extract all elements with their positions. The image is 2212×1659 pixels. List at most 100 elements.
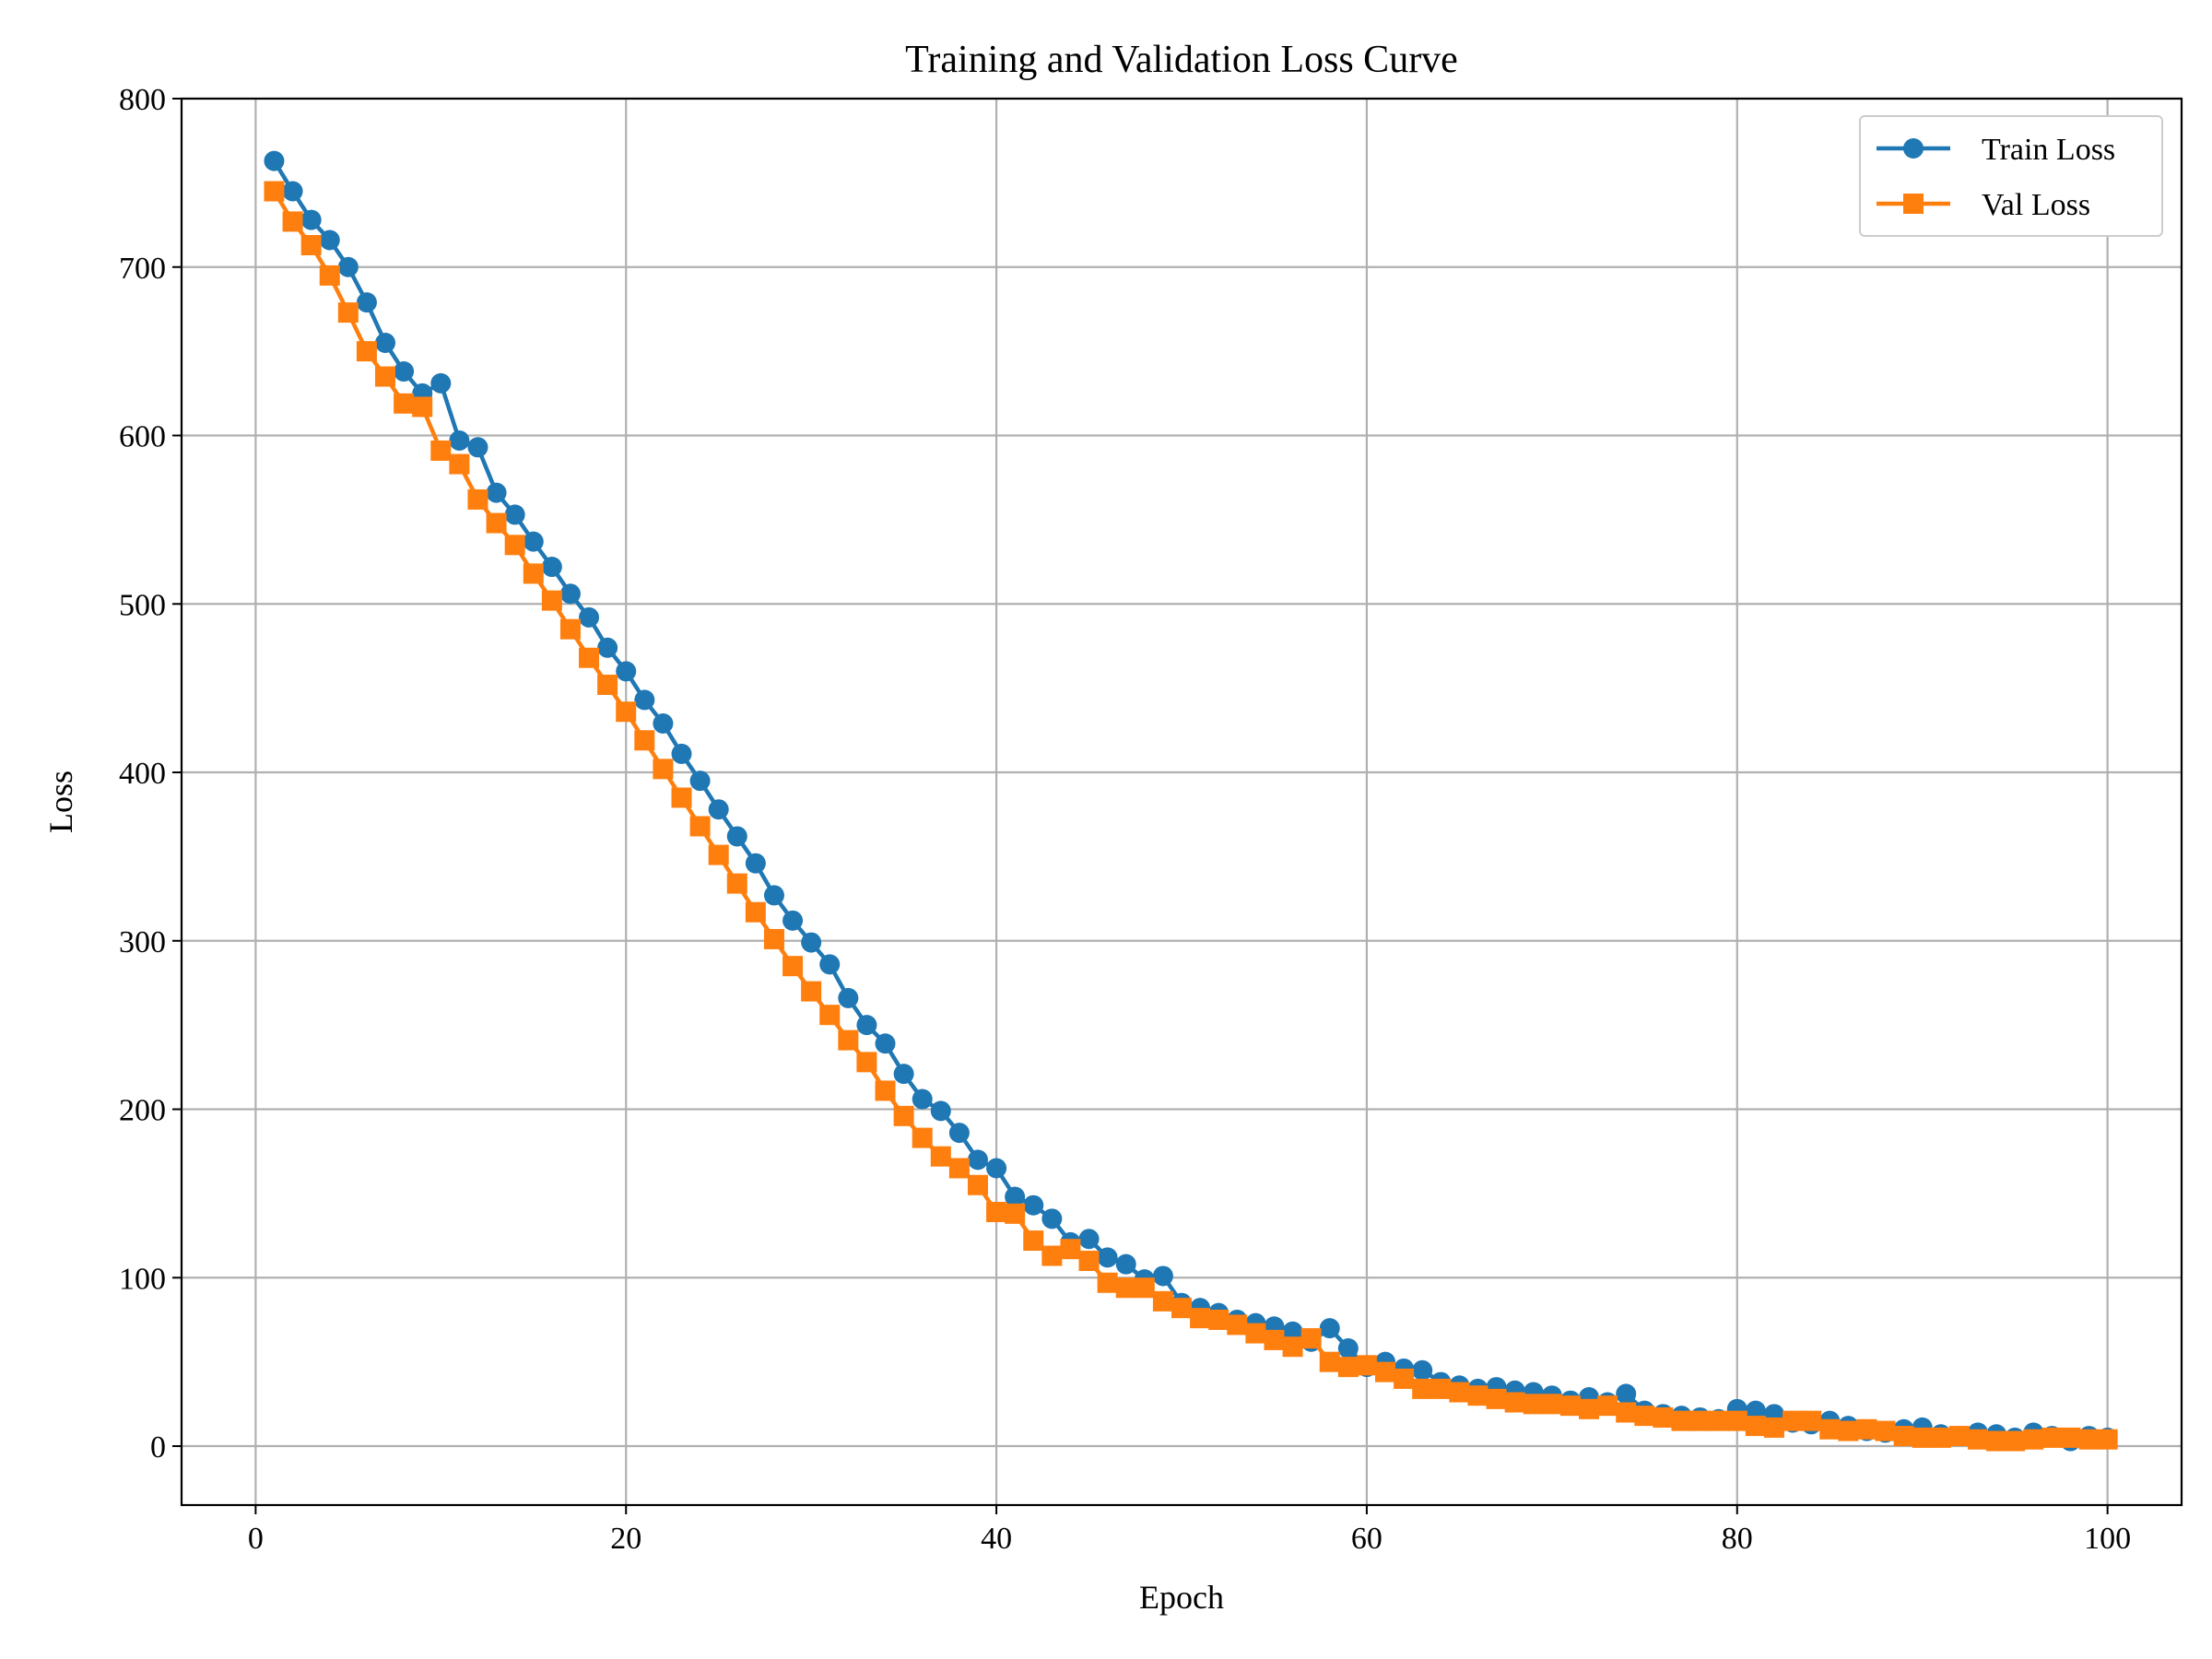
data-point-train-loss bbox=[912, 1088, 933, 1110]
data-point-train-loss bbox=[801, 932, 822, 953]
data-point-val-loss bbox=[948, 1158, 970, 1179]
data-point-train-loss bbox=[264, 150, 285, 171]
data-point-train-loss bbox=[449, 429, 470, 451]
data-point-train-loss bbox=[375, 332, 396, 353]
data-point-val-loss bbox=[1430, 1378, 1452, 1399]
data-point-val-loss bbox=[1449, 1382, 1470, 1403]
y-tick-label: 300 bbox=[119, 925, 166, 959]
data-point-val-loss bbox=[1319, 1351, 1340, 1372]
data-point-val-loss bbox=[708, 844, 729, 865]
data-point-val-loss bbox=[930, 1146, 951, 1167]
data-point-val-loss bbox=[1893, 1426, 1914, 1447]
data-point-val-loss bbox=[1227, 1314, 1248, 1335]
legend-box bbox=[1859, 115, 2163, 237]
legend-entry-val-loss: Val Loss bbox=[1877, 188, 2090, 222]
data-point-val-loss bbox=[967, 1174, 988, 1195]
data-point-val-loss bbox=[597, 674, 618, 695]
data-point-val-loss bbox=[1171, 1298, 1192, 1319]
data-point-train-loss bbox=[430, 372, 452, 394]
data-point-val-loss bbox=[1930, 1427, 1951, 1448]
data-point-train-loss bbox=[394, 361, 415, 382]
data-point-val-loss bbox=[1467, 1385, 1488, 1406]
data-point-train-loss bbox=[541, 557, 562, 578]
data-point-val-loss bbox=[1948, 1426, 1970, 1447]
data-point-val-loss bbox=[1115, 1277, 1136, 1299]
data-point-val-loss bbox=[1986, 1430, 2007, 1452]
data-point-val-loss bbox=[1060, 1239, 1081, 1260]
data-point-val-loss bbox=[1726, 1410, 1747, 1431]
chart-title: Training and Validation Loss Curve bbox=[905, 39, 1458, 81]
data-point-val-loss bbox=[504, 535, 525, 556]
data-point-train-loss bbox=[838, 987, 859, 1008]
data-point-val-loss bbox=[634, 730, 655, 751]
data-point-val-loss bbox=[1653, 1406, 1674, 1428]
data-point-train-loss bbox=[948, 1123, 970, 1144]
data-point-train-loss bbox=[875, 1033, 896, 1054]
data-point-val-loss bbox=[1967, 1429, 1988, 1450]
data-point-train-loss bbox=[967, 1149, 988, 1171]
data-point-train-loss bbox=[671, 743, 692, 764]
data-point-val-loss bbox=[2041, 1427, 2063, 1448]
plot-area bbox=[264, 150, 2118, 1452]
data-point-val-loss bbox=[745, 901, 766, 923]
data-point-val-loss bbox=[819, 1005, 841, 1026]
data-point-train-loss bbox=[467, 437, 488, 458]
data-point-train-loss bbox=[708, 799, 729, 820]
data-point-train-loss bbox=[986, 1158, 1007, 1179]
y-tick-label: 700 bbox=[119, 252, 166, 286]
data-point-train-loss bbox=[356, 292, 377, 313]
data-point-val-loss bbox=[1356, 1355, 1377, 1376]
data-point-val-loss bbox=[1041, 1245, 1063, 1266]
data-point-train-loss bbox=[616, 661, 637, 682]
data-point-val-loss bbox=[1579, 1398, 1600, 1419]
legend-marker-train-loss bbox=[1903, 138, 1924, 159]
data-point-train-loss bbox=[1078, 1229, 1100, 1250]
legend-marker-val-loss bbox=[1903, 194, 1924, 214]
data-point-val-loss bbox=[337, 302, 359, 324]
data-point-val-loss bbox=[1504, 1392, 1525, 1413]
data-point-val-loss bbox=[430, 440, 452, 461]
data-point-val-loss bbox=[616, 701, 637, 723]
data-point-train-loss bbox=[1115, 1253, 1136, 1275]
data-point-val-loss bbox=[1801, 1410, 1822, 1431]
data-point-train-loss bbox=[1616, 1383, 1637, 1405]
data-point-val-loss bbox=[1300, 1328, 1322, 1349]
y-tick-label: 100 bbox=[119, 1262, 166, 1296]
data-point-val-loss bbox=[300, 234, 322, 255]
data-point-val-loss bbox=[875, 1080, 896, 1101]
data-point-val-loss bbox=[1856, 1418, 1877, 1440]
data-point-train-loss bbox=[1097, 1247, 1118, 1268]
data-point-train-loss bbox=[523, 531, 544, 552]
data-point-val-loss bbox=[1912, 1427, 1933, 1448]
y-tick-label: 200 bbox=[119, 1094, 166, 1128]
y-tick-label: 400 bbox=[119, 757, 166, 791]
data-point-val-loss bbox=[1783, 1410, 1804, 1431]
data-point-val-loss bbox=[671, 787, 692, 808]
data-point-val-loss bbox=[541, 590, 562, 611]
data-point-val-loss bbox=[449, 453, 470, 475]
data-point-val-loss bbox=[856, 1052, 877, 1073]
x-tick-label: 100 bbox=[2084, 1522, 2131, 1556]
data-point-train-loss bbox=[1337, 1338, 1359, 1359]
y-tick-label: 600 bbox=[119, 420, 166, 454]
data-point-val-loss bbox=[1152, 1290, 1173, 1312]
data-point-train-loss bbox=[819, 954, 841, 975]
data-point-val-loss bbox=[1838, 1420, 1859, 1441]
data-point-train-loss bbox=[763, 885, 784, 906]
data-point-train-loss bbox=[337, 256, 359, 277]
data-point-train-loss bbox=[1412, 1359, 1433, 1381]
data-point-val-loss bbox=[486, 512, 507, 534]
data-point-val-loss bbox=[2060, 1427, 2081, 1448]
data-point-val-loss bbox=[1597, 1395, 1618, 1417]
data-point-val-loss bbox=[986, 1202, 1007, 1223]
x-axis-label: Epoch bbox=[1139, 1579, 1224, 1616]
data-point-val-loss bbox=[1745, 1416, 1766, 1437]
data-point-val-loss bbox=[467, 488, 488, 510]
data-point-val-loss bbox=[1005, 1203, 1026, 1224]
data-point-val-loss bbox=[1708, 1410, 1729, 1431]
data-point-train-loss bbox=[1023, 1194, 1044, 1216]
y-axis-label: Loss bbox=[42, 771, 79, 833]
data-point-val-loss bbox=[782, 956, 804, 977]
